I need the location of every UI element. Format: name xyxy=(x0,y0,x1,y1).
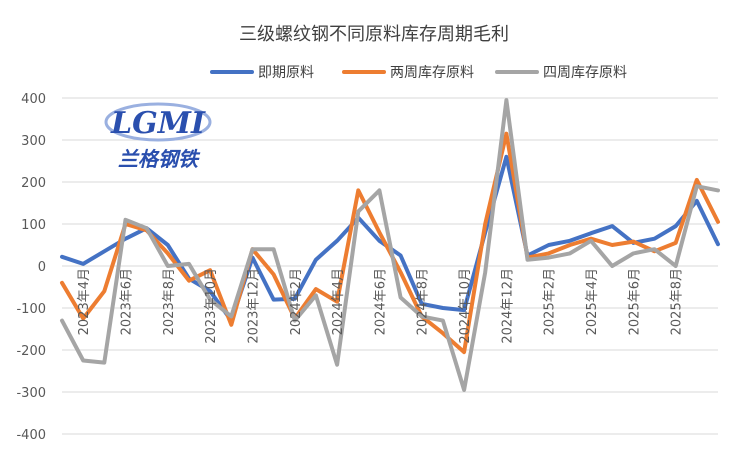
legend-label: 即期原料 xyxy=(258,65,314,81)
x-tick-label: 2023年12月 xyxy=(246,268,261,344)
x-tick-label: 2025年8月 xyxy=(670,268,685,335)
legend-label: 两周库存原料 xyxy=(390,65,474,81)
y-tick-label: -200 xyxy=(16,344,46,359)
legend-label: 四周库存原料 xyxy=(543,65,627,81)
series-line-3 xyxy=(60,98,720,392)
x-tick-label: 2023年10月 xyxy=(204,268,219,344)
lgmi-logo: LGMI 兰格钢铁 xyxy=(104,102,212,171)
y-tick-label: 0 xyxy=(38,260,46,275)
chart-title: 三级螺纹钢不同原料库存周期毛利 xyxy=(239,24,509,45)
legend: 即期原料 两周库存原料 四周库存原料 xyxy=(210,65,627,81)
y-tick-label: 300 xyxy=(21,134,46,149)
x-tick-label: 2024年12月 xyxy=(500,268,515,344)
y-tick-label: -100 xyxy=(16,302,46,317)
series-lines xyxy=(60,98,720,392)
y-tick-label: 100 xyxy=(21,218,46,233)
x-tick-label: 2024年2月 xyxy=(289,268,304,335)
x-axis-ticks: 2023年4月 2023年6月 2023年8月 2023年10月 2023年12月 202… xyxy=(77,268,685,344)
x-tick-label: 2024年4月 xyxy=(331,268,346,335)
y-tick-label: -300 xyxy=(16,386,46,401)
x-tick-label: 2025年4月 xyxy=(585,268,600,335)
y-axis-ticks: 400 300 200 100 0 -100 -200 -300 -400 xyxy=(16,92,46,443)
x-tick-label: 2025年6月 xyxy=(627,268,642,335)
x-tick-label: 2023年8月 xyxy=(162,268,177,335)
x-tick-label: 2023年6月 xyxy=(119,268,134,335)
gridlines xyxy=(62,97,718,435)
y-tick-label: 200 xyxy=(21,176,46,191)
x-tick-label: 2023年4月 xyxy=(77,268,92,335)
y-tick-label: -400 xyxy=(16,428,46,443)
x-tick-label: 2025年2月 xyxy=(543,268,558,335)
logo-abbr: LGMI xyxy=(110,106,206,141)
x-tick-label: 2024年8月 xyxy=(416,268,431,335)
x-tick-label: 2024年6月 xyxy=(373,268,388,335)
y-tick-label: 400 xyxy=(21,92,46,107)
logo-name: 兰格钢铁 xyxy=(118,147,201,171)
x-tick-label: 2024年10月 xyxy=(458,268,473,344)
